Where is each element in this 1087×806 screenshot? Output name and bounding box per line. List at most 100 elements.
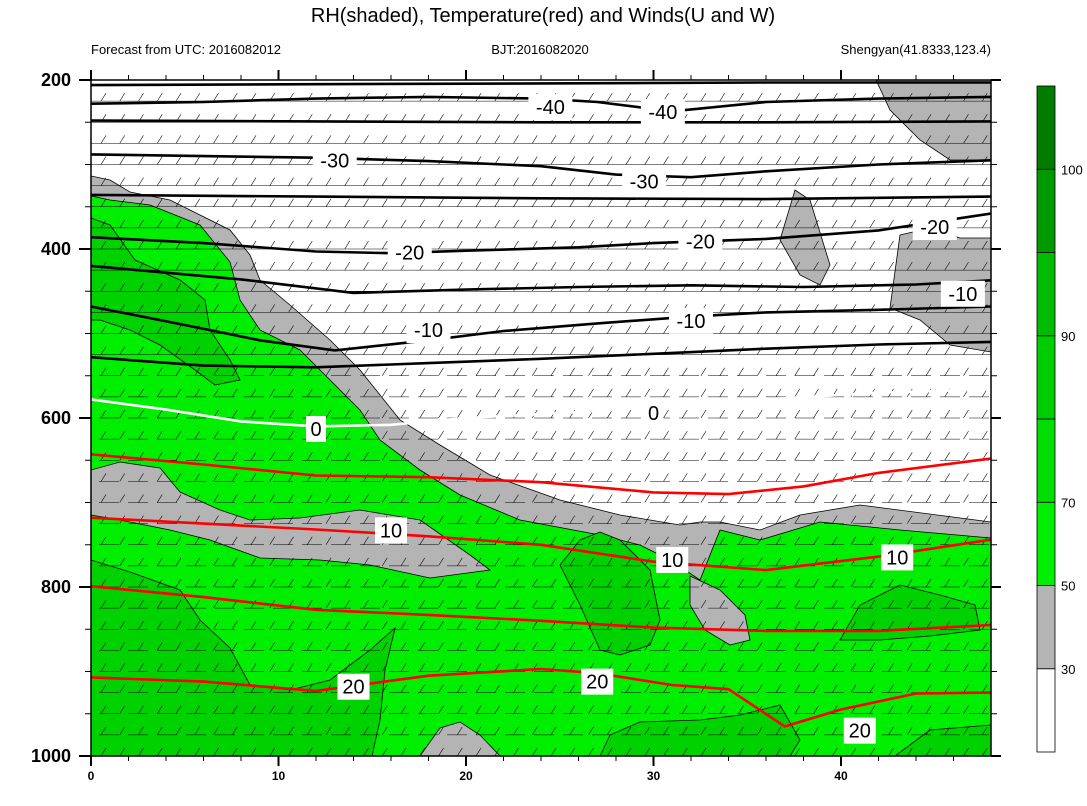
wind-barb [513, 346, 519, 355]
wind-barb [156, 198, 163, 207]
wind-barb [588, 557, 594, 567]
wind-barb [794, 494, 801, 503]
wind-barb [681, 599, 688, 609]
wind-barb [738, 430, 744, 440]
wind-barb [606, 346, 613, 355]
wind-barb [738, 726, 744, 736]
wind-barb [138, 135, 144, 144]
wind-barb [981, 642, 988, 651]
wind-barb [831, 261, 838, 271]
contour-label-bg [306, 415, 326, 442]
wind-barb [119, 747, 126, 756]
wind-barb [775, 156, 782, 165]
wind-barb [719, 388, 726, 398]
wind-barb [363, 599, 369, 609]
wind-barb [681, 494, 688, 503]
wind-barb [944, 642, 951, 651]
wind-barb [644, 494, 651, 503]
wind-barb [119, 705, 126, 714]
contour-label: -30 [630, 171, 659, 193]
wind-barb [775, 261, 782, 271]
wind-barb [550, 367, 557, 376]
wind-barb [550, 494, 557, 503]
wind-barb [831, 452, 838, 461]
wind-barb [306, 642, 313, 651]
wind-barb [663, 705, 669, 714]
wind-barb [175, 92, 182, 102]
wind-barb [419, 642, 426, 651]
wind-barb [156, 156, 163, 165]
wind-barb [269, 430, 276, 440]
wind-barb [738, 642, 744, 651]
wind-barb [981, 198, 988, 207]
wind-barb [156, 705, 163, 714]
wind-barb [175, 663, 182, 672]
wind-barb [363, 557, 369, 567]
wind-barb [606, 599, 613, 609]
wind-barb [419, 304, 426, 313]
wind-barb [625, 346, 632, 355]
wind-barb [288, 388, 294, 398]
wind-barb [475, 177, 482, 186]
wind-barb [400, 578, 407, 588]
wind-barb [888, 726, 894, 736]
wind-barb [663, 578, 669, 588]
wind-barb [719, 705, 726, 714]
wind-barb [363, 494, 369, 503]
contour-label: 20 [586, 672, 608, 694]
wind-barb [306, 663, 313, 672]
wind-barb [869, 494, 876, 503]
wind-barb [306, 452, 313, 461]
wind-barb [156, 557, 163, 567]
rh-region-gray-band [779, 189, 831, 286]
wind-barb [100, 346, 107, 355]
wind-barb [906, 599, 913, 609]
contour-labels: -40 -40 -30 -30 -20 -20 -20 -10 -10 -10 0 0 10 10 10 20… [306, 94, 985, 744]
wind-barb [100, 599, 107, 609]
wind-barb [606, 515, 613, 524]
wind-barb [475, 430, 482, 440]
wind-barb [381, 430, 388, 440]
wind-barb [794, 367, 801, 376]
wind-barb [400, 642, 407, 651]
wind-barb [644, 325, 651, 334]
wind-barb [888, 494, 894, 503]
wind-barb [213, 304, 219, 313]
wind-barb [438, 726, 444, 736]
contour-label: -10 [414, 320, 443, 342]
wind-barb [269, 557, 276, 567]
contour-label-bg [881, 544, 914, 571]
wind-barb [213, 642, 219, 651]
wind-barb [494, 452, 501, 461]
wind-barb [381, 684, 388, 693]
wind-barb [138, 705, 144, 714]
wind-barb [288, 705, 294, 714]
wind-barb [438, 663, 444, 672]
wind-barb [400, 219, 407, 229]
wind-barb [850, 346, 857, 355]
wind-barb [569, 473, 576, 482]
wind-barb [831, 684, 838, 693]
wind-barb [344, 367, 351, 376]
wind-barb [831, 219, 838, 229]
wind-barb [269, 747, 276, 756]
contour-label: 20 [849, 721, 871, 743]
wind-barb [550, 198, 557, 207]
wind-barb [831, 599, 838, 609]
wind-barb [756, 621, 763, 630]
wind-barb [813, 599, 819, 609]
wind-barb [400, 177, 407, 186]
wind-barb [738, 409, 744, 419]
wind-barb [888, 346, 894, 355]
wind-barb [644, 705, 651, 714]
wind-barb [513, 452, 519, 461]
wind-barb [513, 684, 519, 693]
wind-barb [494, 219, 501, 229]
x-tick-label: 10 [272, 769, 286, 783]
rh-region-green-upper-left [91, 195, 991, 756]
wind-barb [288, 621, 294, 630]
wind-barb [888, 642, 894, 651]
wind-barb [100, 198, 107, 207]
wind-barb [700, 642, 707, 651]
wind-barb [138, 473, 144, 482]
